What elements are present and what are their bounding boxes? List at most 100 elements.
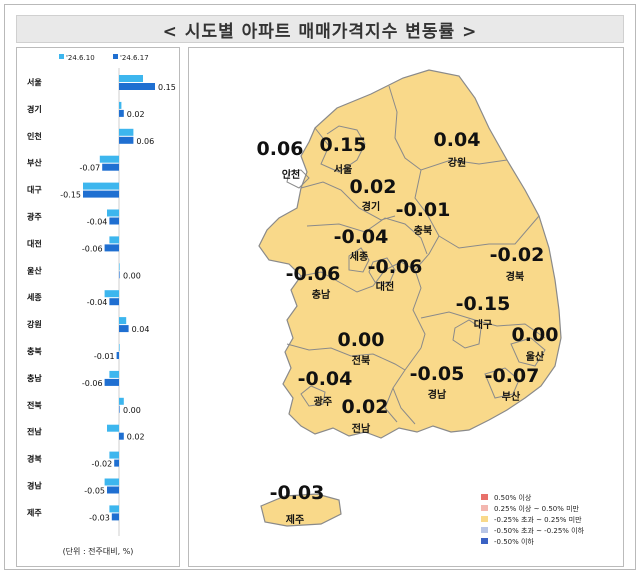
- bar-prev: [107, 209, 119, 217]
- bar-prev: [119, 397, 124, 405]
- bar-prev: [119, 263, 120, 271]
- map-value-14: -0.07: [485, 365, 540, 387]
- bar-prev: [109, 370, 119, 378]
- map-mainland: [258, 69, 562, 439]
- bar-prev: [119, 128, 134, 136]
- category-label: 제주: [27, 507, 42, 517]
- bar-curr: [104, 378, 119, 386]
- map-legend-swatch-4: [481, 538, 488, 544]
- legend-label-0: '24.6.10: [66, 54, 95, 62]
- value-label: -0.02: [91, 460, 112, 469]
- map-region-name-16: 제주: [286, 513, 304, 526]
- map-value-12: -0.04: [298, 368, 353, 390]
- legend-swatch-1: [113, 54, 118, 59]
- map-region-name-2: 강원: [448, 156, 466, 169]
- value-label: 0.00: [123, 406, 141, 415]
- map-legend-label-3: -0.50% 초과 ~ -0.25% 이하: [494, 526, 585, 535]
- value-label: 0.04: [132, 325, 150, 334]
- map-value-1: 0.15: [320, 134, 367, 156]
- map-legend: 0.50% 이상 0.25% 이상 ~ 0.50% 미만 -0.25% 초과 ~ 0…: [481, 493, 585, 546]
- bar-prev: [109, 505, 119, 513]
- bar-prev: [109, 236, 119, 244]
- map-legend-swatch-0: [481, 494, 488, 500]
- map-value-9: -0.15: [456, 293, 511, 315]
- bar-curr: [109, 298, 119, 306]
- map-jeju: [260, 493, 342, 527]
- value-label: -0.05: [84, 487, 105, 496]
- bar-curr: [83, 190, 119, 198]
- category-label: 대전: [27, 238, 42, 248]
- value-label: -0.06: [82, 379, 103, 388]
- bar-prev: [104, 478, 119, 486]
- unit-note: (단위 : 전주대비, %): [63, 546, 134, 556]
- bar-curr: [119, 432, 124, 440]
- value-label: 0.02: [127, 110, 145, 119]
- value-label: -0.06: [82, 244, 103, 253]
- map-region-name-9: 대구: [474, 318, 492, 331]
- map-legend-swatch-3: [481, 527, 488, 533]
- bar-curr: [104, 244, 119, 252]
- map-region-name-1: 서울: [334, 163, 352, 176]
- bar-curr: [109, 217, 119, 225]
- map-region-name-6: 경북: [506, 270, 524, 283]
- value-label: 0.15: [158, 83, 176, 92]
- category-label: 경남: [27, 481, 42, 491]
- map-legend-label-4: -0.50% 이하: [494, 537, 534, 546]
- map-value-0: 0.06: [257, 138, 304, 160]
- map-value-8: -0.06: [368, 256, 423, 278]
- value-label: -0.01: [94, 352, 115, 361]
- map-value-10: 0.00: [338, 329, 385, 351]
- map-region-name-13: 경남: [428, 388, 447, 401]
- bar-chart-panel: '24.6.10 '24.6.17 서울 0.15 경기 0.02 인천 0.06 부산 -0.0…: [16, 47, 180, 567]
- category-label: 경북: [27, 454, 42, 464]
- map-legend-label-0: 0.50% 이상: [494, 493, 532, 502]
- category-label: 부산: [27, 158, 42, 168]
- category-label: 대구: [27, 185, 42, 195]
- bar-curr: [111, 513, 119, 521]
- value-label: -0.04: [87, 218, 108, 227]
- map-value-2: 0.04: [434, 129, 481, 151]
- map-value-13: -0.05: [410, 363, 465, 385]
- category-label: 광주: [27, 212, 42, 222]
- map-region-name-10: 전북: [352, 354, 370, 367]
- map-region-name-3: 경기: [362, 200, 380, 213]
- map-value-4: -0.01: [396, 199, 451, 221]
- value-label: -0.07: [79, 164, 100, 173]
- map-region-name-7: 충남: [312, 288, 331, 301]
- map-value-11: 0.00: [512, 324, 559, 346]
- category-label: 울산: [27, 265, 42, 275]
- map-region-name-5: 세종: [350, 250, 368, 263]
- bar-chart: '24.6.10 '24.6.17 서울 0.15 경기 0.02 인천 0.06 부산 -0.0…: [27, 54, 176, 556]
- title-bar: < 시도별 아파트 매매가격지수 변동률 >: [16, 15, 624, 43]
- bar-curr: [116, 352, 119, 359]
- value-label: 0.00: [123, 271, 141, 280]
- value-label: -0.03: [89, 513, 110, 522]
- bar-prev: [119, 344, 120, 351]
- bar-curr: [102, 163, 119, 171]
- category-label: 인천: [27, 131, 42, 141]
- category-label: 전남: [27, 427, 42, 437]
- bar-curr: [119, 136, 134, 144]
- category-label: 충남: [27, 373, 42, 383]
- category-label: 강원: [27, 319, 42, 329]
- bar-curr: [119, 405, 120, 413]
- category-label: 서울: [27, 77, 42, 87]
- category-label: 세종: [27, 292, 42, 302]
- map-value-16: -0.03: [270, 482, 325, 504]
- map-panel: 0.06 인천 0.15 서울 0.04 강원 0.02 경기 -0.01 충북 -0.04 세종 -0…: [188, 47, 624, 567]
- bar-prev: [83, 182, 119, 190]
- bar-prev: [119, 317, 127, 325]
- bar-prev: [119, 75, 143, 82]
- map-region-name-0: 인천: [282, 168, 300, 181]
- value-label: -0.15: [60, 191, 81, 200]
- bar-curr: [114, 459, 119, 467]
- legend-label-1: '24.6.17: [120, 54, 149, 62]
- map-value-3: 0.02: [350, 176, 397, 198]
- category-label: 충북: [27, 346, 42, 356]
- map-value-5: -0.04: [334, 226, 389, 248]
- map-region-name-12: 광주: [314, 396, 332, 408]
- map-region-name-8: 대전: [376, 280, 394, 293]
- bar-curr: [119, 271, 120, 279]
- bar-prev: [107, 424, 119, 432]
